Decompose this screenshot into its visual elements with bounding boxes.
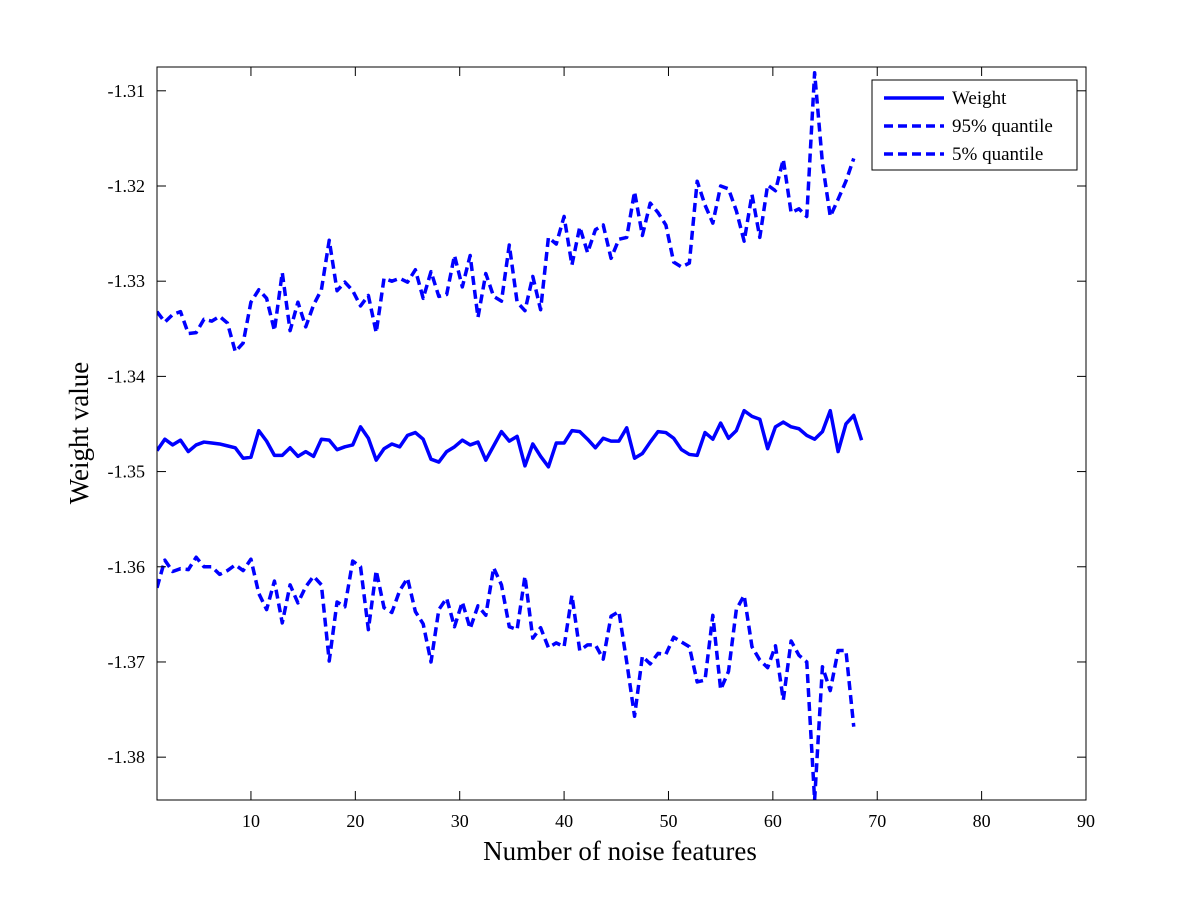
y-tick-label: -1.32 — [108, 176, 146, 196]
y-tick-label: -1.38 — [108, 747, 146, 767]
x-tick-label: 80 — [973, 811, 991, 831]
legend: Weight 95% quantile 5% quantile — [871, 79, 1078, 171]
y-tick-label: -1.31 — [108, 81, 146, 101]
x-axis-title: Number of noise features — [483, 836, 757, 866]
legend-label: 5% quantile — [952, 144, 1043, 165]
x-tick-label: 20 — [346, 811, 364, 831]
x-tick-label: 30 — [451, 811, 469, 831]
y-tick-label: -1.37 — [108, 652, 146, 672]
series-layer — [157, 70, 864, 800]
legend-entries: Weight 95% quantile 5% quantile — [884, 88, 1053, 165]
y-tick-label: -1.33 — [108, 271, 146, 291]
legend-label: 95% quantile — [952, 116, 1053, 137]
series-line-2 — [157, 555, 856, 800]
x-tick-label: 70 — [868, 811, 886, 831]
x-tick-label: 40 — [555, 811, 573, 831]
y-axis-title: Weight value — [64, 362, 94, 505]
series-line-1 — [157, 70, 856, 354]
x-tick-label: 60 — [764, 811, 782, 831]
y-tick-label: -1.35 — [108, 462, 146, 482]
plot-frame — [156, 66, 1087, 801]
legend-label: Weight — [952, 88, 1007, 109]
x-tick-label: 90 — [1077, 811, 1095, 831]
series-line-0 — [157, 408, 864, 469]
y-tick-label: -1.34 — [108, 366, 146, 386]
x-tick-label: 10 — [242, 811, 260, 831]
x-tick-label: 50 — [659, 811, 677, 831]
tick-layer: 10 20 30 40 50 60 70 80 90 -1.31 -1.32 -1.33 -1.34 -1… — [108, 67, 1095, 831]
y-tick-label: -1.36 — [108, 557, 146, 577]
